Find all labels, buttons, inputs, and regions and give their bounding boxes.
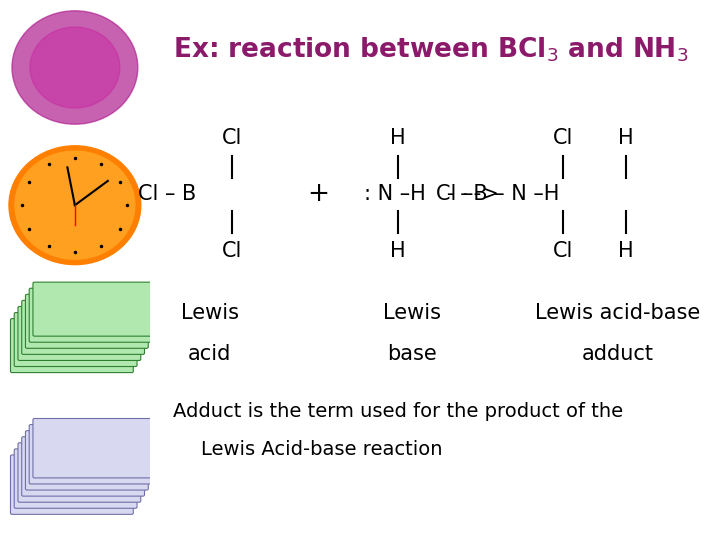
FancyBboxPatch shape: [22, 300, 145, 354]
Text: Cl –B – N –H: Cl –B – N –H: [436, 184, 559, 205]
FancyBboxPatch shape: [22, 437, 145, 496]
Text: Cl: Cl: [553, 127, 573, 148]
Text: Lewis: Lewis: [181, 303, 238, 323]
Text: Lewis Acid-base reaction: Lewis Acid-base reaction: [201, 440, 443, 459]
Text: --->: --->: [444, 184, 511, 205]
FancyBboxPatch shape: [30, 424, 152, 484]
Circle shape: [30, 27, 120, 108]
Text: Adduct is the term used for the product of the: Adduct is the term used for the product …: [173, 402, 623, 421]
FancyBboxPatch shape: [30, 288, 152, 342]
Text: H: H: [618, 241, 634, 261]
Text: : N –H: : N –H: [364, 184, 426, 205]
Text: H: H: [618, 127, 634, 148]
Text: Cl: Cl: [222, 127, 243, 148]
Text: H: H: [390, 127, 405, 148]
FancyBboxPatch shape: [25, 431, 148, 490]
FancyBboxPatch shape: [11, 455, 133, 514]
Text: Lewis acid-base: Lewis acid-base: [535, 303, 700, 323]
Text: adduct: adduct: [581, 343, 653, 364]
Text: Cl: Cl: [553, 241, 573, 261]
FancyBboxPatch shape: [25, 294, 148, 348]
Text: Ex: reaction between BCl$_3$ and NH$_3$: Ex: reaction between BCl$_3$ and NH$_3$: [173, 35, 688, 64]
FancyBboxPatch shape: [14, 449, 137, 508]
FancyBboxPatch shape: [14, 313, 137, 367]
Text: Lewis: Lewis: [383, 303, 441, 323]
FancyBboxPatch shape: [11, 319, 133, 373]
Circle shape: [9, 146, 141, 265]
FancyBboxPatch shape: [18, 306, 141, 361]
Circle shape: [15, 151, 135, 259]
Text: acid: acid: [188, 343, 231, 364]
Text: +: +: [307, 181, 329, 207]
Text: base: base: [387, 343, 437, 364]
FancyBboxPatch shape: [33, 282, 156, 336]
Text: H: H: [390, 241, 405, 261]
FancyBboxPatch shape: [33, 418, 156, 478]
Circle shape: [12, 11, 138, 124]
FancyBboxPatch shape: [18, 443, 141, 502]
Text: Cl: Cl: [222, 241, 243, 261]
Text: Cl – B: Cl – B: [138, 184, 196, 205]
